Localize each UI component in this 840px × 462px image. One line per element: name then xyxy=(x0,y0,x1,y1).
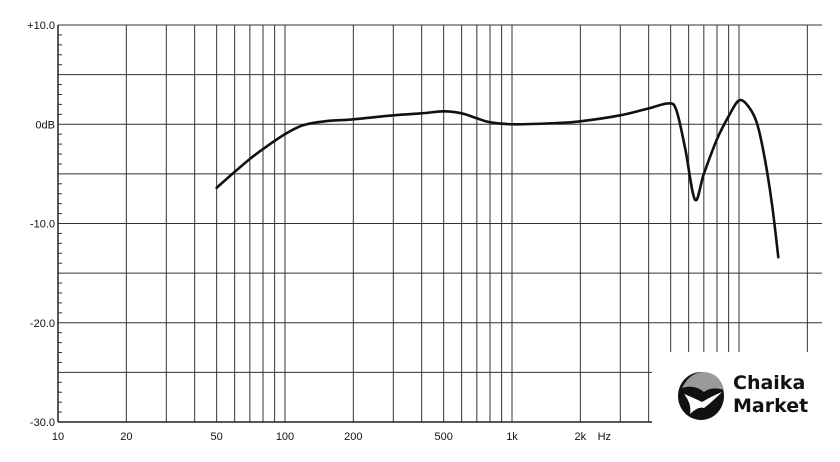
x-tick-label: 1k xyxy=(506,431,518,443)
seagull-logo-icon xyxy=(678,372,724,420)
x-tick-label: 500 xyxy=(434,431,452,443)
response-curve xyxy=(215,98,780,259)
x-tick-label: 2k xyxy=(575,431,587,443)
y-tick-label: -30.0 xyxy=(30,417,55,429)
axis-ticks: +10.0 0dB -10.0 -20.0 -30.0 10 20 50 100 200 500 1k… xyxy=(27,20,611,443)
logo-line1: Chaika xyxy=(733,372,805,394)
grid xyxy=(57,24,822,423)
x-tick-label: 50 xyxy=(211,431,223,443)
x-tick-label: 20 xyxy=(120,431,132,443)
y-tick-label: -10.0 xyxy=(30,219,55,231)
series-layer xyxy=(215,98,780,259)
y-tick-label: -20.0 xyxy=(30,318,55,330)
x-tick-label: 10 xyxy=(52,431,64,443)
x-unit-label: Hz xyxy=(598,431,611,443)
x-tick-label: 200 xyxy=(344,431,362,443)
logo-line2: Market xyxy=(733,395,808,417)
y-tick-label: 0dB xyxy=(35,119,55,131)
x-tick-label: 100 xyxy=(276,431,294,443)
y-tick-label: +10.0 xyxy=(27,20,55,32)
logo: Chaika Market xyxy=(652,352,840,462)
